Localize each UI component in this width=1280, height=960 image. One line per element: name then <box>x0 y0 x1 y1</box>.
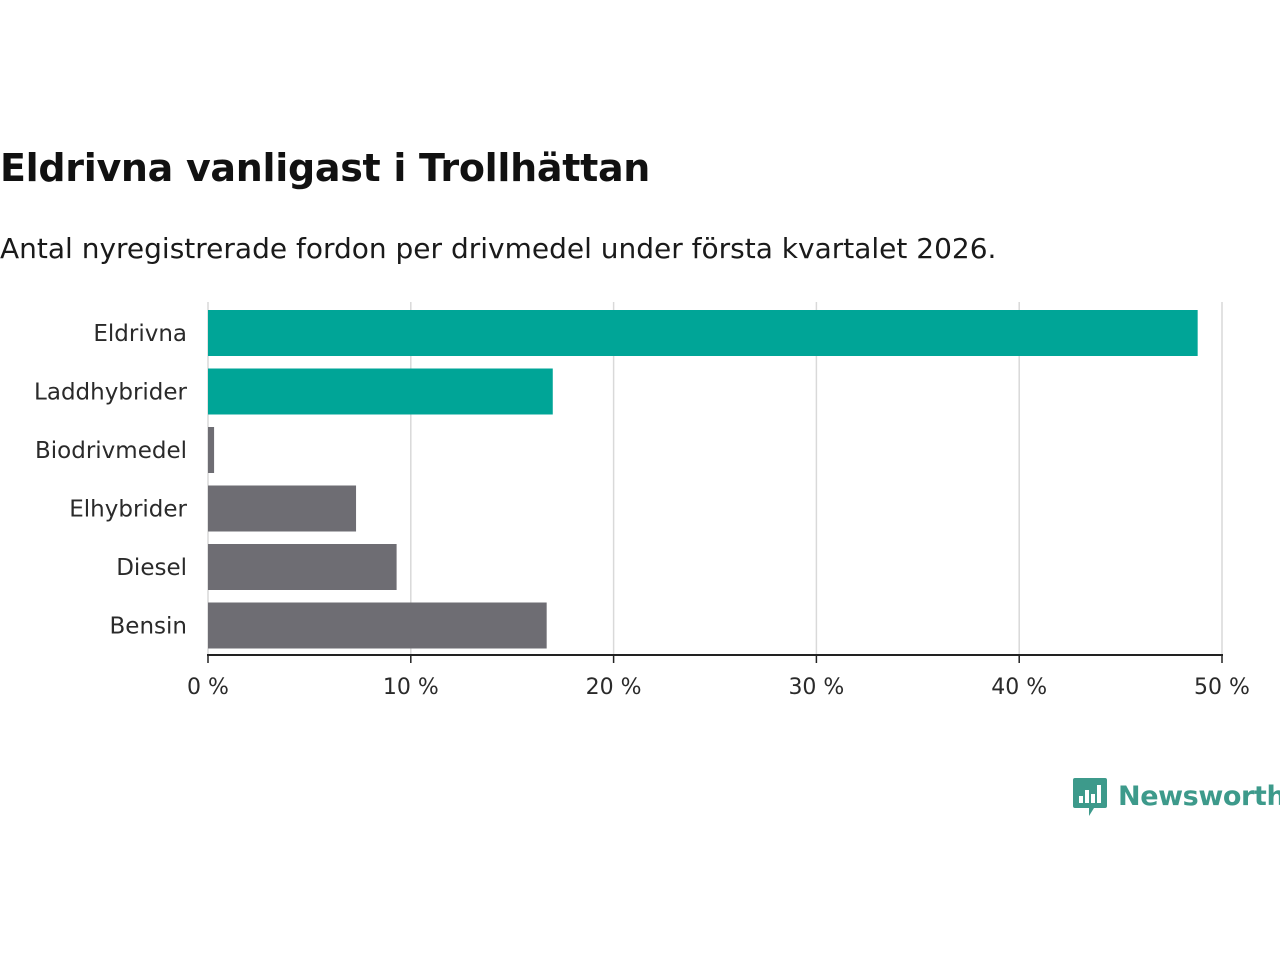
x-tick-label: 20 % <box>586 675 642 700</box>
category-label: Bensin <box>110 614 187 640</box>
x-tick-label: 40 % <box>991 675 1047 700</box>
bar <box>208 310 1198 356</box>
bar-chart: Eldrivna Laddhybrider Biodrivmedel Elhybrid… <box>34 302 1250 700</box>
bar-chart-speech-bubble-icon <box>1073 778 1107 816</box>
category-label: Laddhybrider <box>34 380 187 406</box>
x-tick-label: 30 % <box>788 675 844 700</box>
bar <box>208 368 553 415</box>
x-tick-label: 10 % <box>383 675 439 700</box>
chart-title: Eldrivna vanligast i Trollhättan <box>0 146 651 190</box>
bar <box>208 602 547 649</box>
x-tick-label: 50 % <box>1194 675 1250 700</box>
bars <box>208 310 1198 649</box>
category-label: Elhybrider <box>69 497 187 523</box>
brand-logo: Newsworthy <box>1072 774 1280 818</box>
bar <box>208 544 397 590</box>
grid-lines <box>207 302 1223 655</box>
x-axis: 0 % 10 % 20 % 30 % 40 % 50 % <box>187 654 1250 700</box>
category-label: Eldrivna <box>93 321 187 347</box>
category-label: Diesel <box>116 555 187 581</box>
category-labels: Eldrivna Laddhybrider Biodrivmedel Elhybrid… <box>34 321 187 640</box>
category-label: Biodrivmedel <box>35 438 187 464</box>
x-tick-label: 0 % <box>187 675 229 700</box>
brand-name: Newsworthy <box>1118 780 1280 812</box>
bar <box>208 427 215 473</box>
bar <box>208 485 357 532</box>
chart-subtitle: Antal nyregistrerade fordon per drivmede… <box>0 232 997 265</box>
